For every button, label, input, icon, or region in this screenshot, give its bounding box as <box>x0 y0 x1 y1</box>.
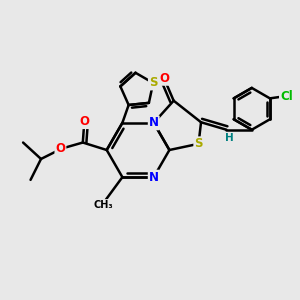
Text: N: N <box>149 171 159 184</box>
Text: CH₃: CH₃ <box>94 200 113 210</box>
Text: S: S <box>149 76 158 89</box>
Text: O: O <box>56 142 65 155</box>
Text: N: N <box>149 116 159 129</box>
Text: S: S <box>194 137 203 150</box>
Text: O: O <box>79 115 89 128</box>
Text: Cl: Cl <box>280 90 293 104</box>
Text: O: O <box>160 72 170 85</box>
Text: H: H <box>225 133 234 143</box>
